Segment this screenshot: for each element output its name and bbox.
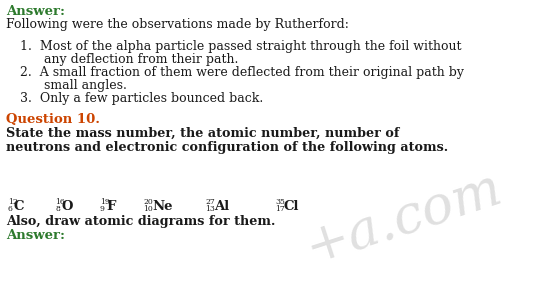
Text: Ne: Ne [152, 200, 172, 213]
Text: Al: Al [214, 200, 229, 213]
Text: any deflection from their path.: any deflection from their path. [20, 53, 239, 66]
Text: Also, draw atomic diagrams for them.: Also, draw atomic diagrams for them. [6, 215, 276, 228]
Text: 8: 8 [55, 205, 60, 213]
Text: 2.  A small fraction of them were deflected from their original path by: 2. A small fraction of them were deflect… [20, 66, 464, 79]
Text: 12: 12 [8, 198, 18, 206]
Text: neutrons and electronic configuration of the following atoms.: neutrons and electronic configuration of… [6, 141, 448, 154]
Text: 13: 13 [205, 205, 215, 213]
Text: Question 10.: Question 10. [6, 113, 100, 126]
Text: 20: 20 [143, 198, 153, 206]
Text: 9: 9 [100, 205, 105, 213]
Text: 16: 16 [55, 198, 65, 206]
Text: Answer:: Answer: [6, 229, 65, 242]
Text: 1.  Most of the alpha particle passed straight through the foil without: 1. Most of the alpha particle passed str… [20, 40, 461, 53]
Text: 19: 19 [100, 198, 110, 206]
Text: Answer:: Answer: [6, 5, 65, 18]
Text: 17: 17 [275, 205, 284, 213]
Text: State the mass number, the atomic number, number of: State the mass number, the atomic number… [6, 127, 399, 140]
Text: Cl: Cl [284, 200, 300, 213]
Text: 3.  Only a few particles bounced back.: 3. Only a few particles bounced back. [20, 92, 263, 105]
Text: C: C [14, 200, 25, 213]
Text: small angles.: small angles. [20, 79, 127, 92]
Text: 35: 35 [275, 198, 285, 206]
Text: +a.com: +a.com [298, 162, 508, 274]
Text: 27: 27 [205, 198, 214, 206]
Text: F: F [106, 200, 115, 213]
Text: 6: 6 [8, 205, 13, 213]
Text: Following were the observations made by Rutherford:: Following were the observations made by … [6, 18, 349, 31]
Text: O: O [61, 200, 72, 213]
Text: 10: 10 [143, 205, 153, 213]
